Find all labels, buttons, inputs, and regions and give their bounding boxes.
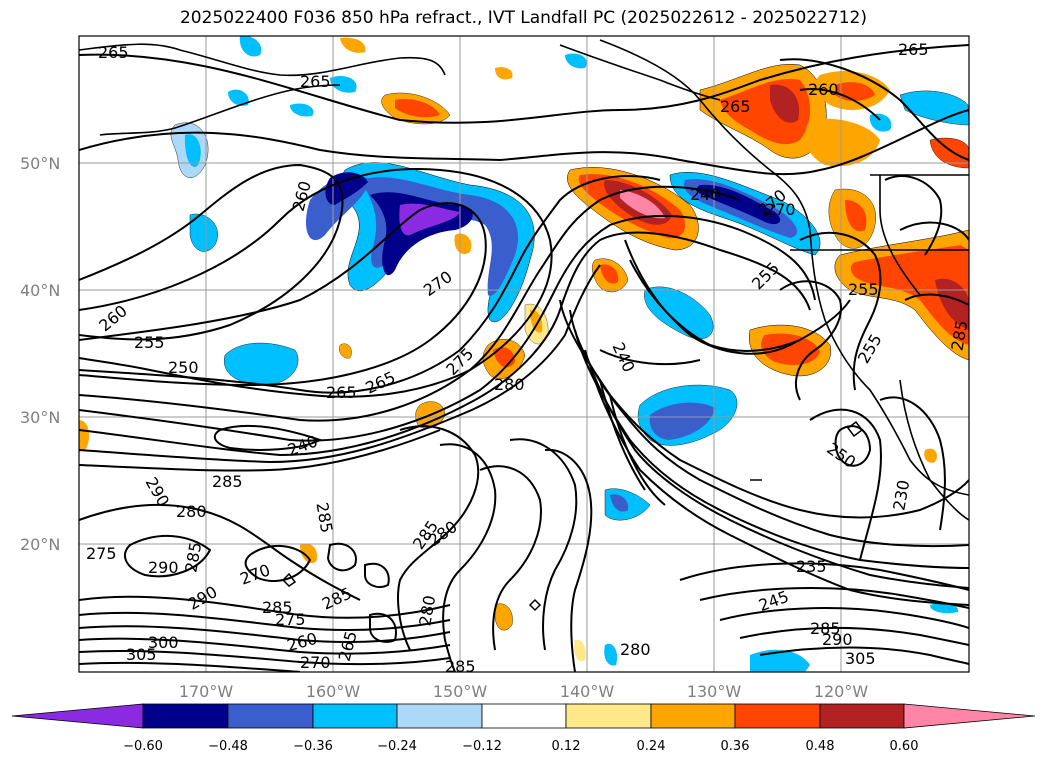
contour-label: 260 — [808, 80, 839, 99]
contour-label: 270 — [300, 653, 331, 672]
contour-features — [281, 420, 864, 612]
colorbar-segment — [396, 703, 483, 729]
contour-label: 265 — [720, 97, 751, 116]
lat-label-20: 20°N — [20, 535, 60, 554]
colorbar-segment — [819, 703, 905, 729]
lat-label-40: 40°N — [20, 281, 60, 300]
colorbar-segment — [312, 703, 398, 729]
contour-label: 265 — [898, 40, 929, 59]
contour-label: 290 — [148, 558, 179, 577]
negative-shading — [170, 36, 969, 672]
colorbar-tick: −0.48 — [208, 739, 248, 754]
contour-label: 255 — [848, 280, 879, 299]
colorbar-segment — [734, 703, 821, 729]
colorbar-tick: −0.12 — [462, 739, 502, 754]
contour-label: 285 — [262, 598, 293, 617]
lon-label-170: 170°W — [179, 682, 234, 701]
latitude-labels: 50°N 40°N 30°N 20°N — [20, 154, 60, 554]
colorbar-tick: −0.24 — [377, 739, 417, 754]
colorbar-tick: 0.60 — [890, 739, 919, 754]
colorbar-extend-high — [903, 703, 1036, 729]
contour-label: 280 — [176, 502, 207, 521]
contour-label: 275 — [86, 544, 117, 563]
map-frame — [78, 35, 970, 673]
map-panel — [79, 36, 969, 672]
colorbar-tick: 0.24 — [637, 739, 666, 754]
colorbar-tick: 0.36 — [721, 739, 750, 754]
colorbar-tick: 0.12 — [552, 739, 581, 754]
contour-label: 290 — [822, 630, 853, 649]
contour-label: 305 — [845, 649, 876, 668]
colorbar-ticks: −0.60 −0.48 −0.36 −0.24 −0.12 0.12 0.24 … — [123, 739, 918, 754]
colorbar-segment — [227, 703, 314, 729]
colorbar-segment — [650, 703, 736, 729]
map-title: 2025022400 F036 850 hPa refract., IVT La… — [179, 8, 867, 28]
contour-label: 250 — [168, 358, 199, 377]
contour-label: 235 — [796, 557, 827, 576]
contour-label: 240 — [690, 185, 721, 204]
contour-label: 305 — [126, 645, 157, 664]
colorbar-tick: −0.36 — [293, 739, 333, 754]
contour-label: 275 — [275, 610, 306, 629]
colorbar-segment — [142, 703, 229, 729]
contour-label: 285 — [445, 657, 476, 676]
lon-label-120: 120°W — [814, 682, 869, 701]
colorbar-tick: −0.60 — [123, 739, 163, 754]
contour-label: 265 — [300, 72, 331, 91]
colorbar-segment — [565, 703, 652, 729]
contour-label: 280 — [620, 640, 651, 659]
contour-label: 265 — [326, 383, 357, 402]
lat-label-50: 50°N — [20, 154, 60, 173]
contour-label: 255 — [134, 333, 165, 352]
contour-label: 285 — [212, 472, 243, 491]
contour-label: 280 — [494, 375, 525, 394]
contour-label: 300 — [148, 633, 179, 652]
colorbar-segment — [481, 703, 567, 729]
lon-label-130: 130°W — [687, 682, 742, 701]
lon-label-140: 140°W — [560, 682, 615, 701]
longitude-labels: 170°W 160°W 150°W 140°W 130°W 120°W — [179, 682, 869, 701]
contour-label: 270 — [765, 200, 796, 219]
contour-label: 265 — [98, 43, 129, 62]
colorbar-tick: 0.48 — [806, 739, 835, 754]
colorbar — [11, 703, 1036, 729]
lon-label-160: 160°W — [306, 682, 361, 701]
contour-lines — [79, 44, 969, 672]
lat-label-30: 30°N — [20, 408, 60, 427]
contour-label: 285 — [810, 619, 841, 638]
positive-shading — [79, 37, 969, 666]
colorbar-extend-low — [11, 703, 144, 729]
lon-label-150: 150°W — [433, 682, 488, 701]
